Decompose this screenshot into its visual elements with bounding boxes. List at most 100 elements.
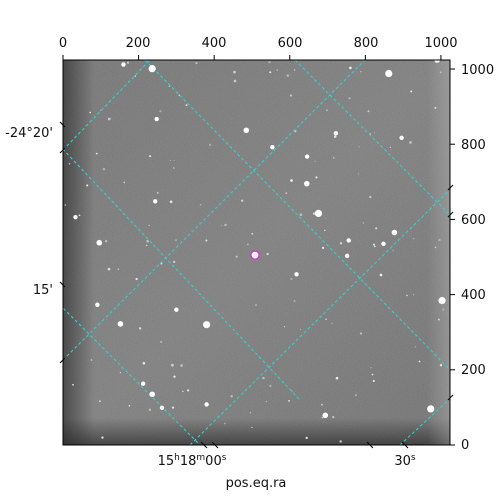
faint-star: [413, 294, 415, 296]
faint-stars: [64, 60, 445, 443]
star-point: [385, 69, 393, 78]
faint-star: [439, 364, 443, 367]
plot-frame: [62, 59, 451, 446]
faint-star: [95, 152, 98, 155]
faint-star: [156, 191, 159, 194]
faint-star: [99, 400, 101, 402]
left-tick-label: 15': [33, 283, 53, 298]
faint-star: [173, 159, 175, 162]
faint-star: [283, 326, 286, 328]
faint-star: [148, 224, 150, 227]
star-point: [304, 154, 310, 159]
faint-star: [332, 156, 335, 159]
faint-star: [173, 260, 176, 264]
faint-star: [208, 143, 212, 147]
faint-star: [314, 160, 316, 162]
grid-line: [294, 60, 450, 216]
faint-star: [175, 239, 177, 241]
faint-star: [413, 238, 415, 240]
faint-star: [324, 229, 326, 232]
star-point: [73, 214, 78, 220]
faint-star: [138, 327, 142, 330]
faint-star: [123, 181, 126, 184]
star-point: [346, 238, 351, 243]
faint-star: [169, 200, 173, 204]
faint-star: [373, 245, 376, 248]
faint-star: [392, 249, 394, 252]
star-point: [153, 199, 158, 204]
faint-star: [348, 97, 351, 100]
faint-star: [169, 159, 171, 162]
faint-star: [372, 243, 375, 246]
faint-star: [268, 60, 271, 64]
star-point: [140, 381, 146, 386]
faint-star: [299, 328, 301, 330]
right-tick-label: 400: [461, 288, 486, 303]
left-wcs-tick: [59, 121, 66, 128]
faint-star: [369, 195, 372, 199]
grid-line: [63, 148, 301, 401]
target-marker: [249, 250, 260, 261]
star-point: [159, 405, 165, 410]
faint-star: [359, 332, 363, 335]
faint-star: [322, 246, 325, 249]
left-wcs-tick: [59, 147, 66, 154]
left-wcs-tick: [59, 357, 66, 364]
faint-star: [439, 71, 442, 74]
star-point: [96, 239, 103, 246]
faint-star: [119, 372, 121, 374]
faint-star: [186, 389, 190, 392]
star-point: [95, 302, 100, 307]
right-tick-label: 200: [461, 363, 486, 378]
faint-star: [107, 117, 111, 121]
right-tick-label: 600: [461, 213, 486, 228]
faint-star: [434, 246, 437, 249]
star-point: [303, 180, 310, 187]
faint-star: [90, 359, 93, 361]
faint-star: [233, 70, 236, 74]
star-point: [314, 209, 323, 217]
faint-star: [321, 416, 324, 419]
faint-star: [339, 440, 342, 443]
left-axis-labels: -24°20' 15': [5, 126, 53, 298]
faint-star: [290, 277, 293, 280]
faint-star: [68, 163, 71, 165]
faint-star: [102, 167, 106, 171]
faint-star: [305, 436, 308, 440]
star-point: [117, 321, 124, 327]
faint-star: [333, 135, 337, 138]
top-tick-label: 0: [59, 36, 67, 51]
faint-star: [224, 223, 227, 227]
star-point: [438, 297, 446, 305]
faint-star: [299, 213, 303, 216]
faint-star: [142, 361, 146, 365]
faint-star: [289, 94, 293, 97]
faint-star: [434, 106, 437, 109]
faint-star: [367, 110, 370, 113]
top-tick-label: 800: [354, 36, 379, 51]
bottom-wcs-tick: [211, 441, 219, 449]
star-point: [148, 65, 156, 73]
faint-star: [149, 155, 152, 158]
faint-star: [325, 217, 327, 219]
faint-star: [230, 395, 233, 398]
faint-star: [241, 199, 244, 202]
axis-ticks: [59, 55, 455, 449]
bottom-wcs-tick: [366, 441, 374, 449]
faint-star: [331, 322, 333, 324]
faint-star: [99, 109, 102, 112]
right-axis-labels: 0 200 400 600 800 1000: [461, 63, 494, 453]
faint-star: [247, 243, 249, 245]
faint-star: [358, 146, 360, 148]
faint-star: [251, 232, 254, 235]
top-tick-label: 1000: [424, 36, 457, 51]
faint-star: [254, 304, 258, 307]
star-point: [427, 405, 435, 413]
left-tick-label: -24°20': [5, 126, 53, 141]
faint-star: [276, 69, 278, 71]
faint-star: [357, 173, 360, 175]
faint-star: [235, 255, 238, 258]
left-wcs-tick: [59, 281, 66, 288]
faint-star: [146, 239, 149, 243]
faint-star: [72, 383, 74, 386]
